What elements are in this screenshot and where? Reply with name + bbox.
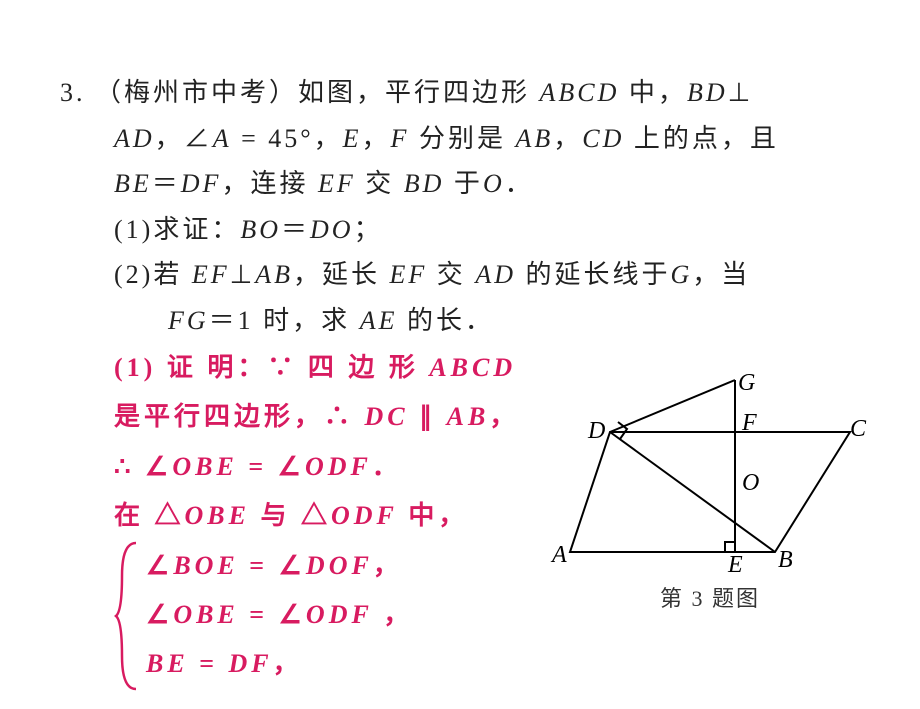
label-O: O: [742, 470, 759, 496]
page-content: 3. （梅州市中考）如图，平行四边形 ABCD 中，BD⊥ AD，∠A = 45…: [0, 0, 920, 709]
source: （梅州市中考）: [95, 78, 298, 107]
left-brace-icon: [114, 541, 144, 691]
solution-line-4: 在 △OBE 与 △ODF 中，: [60, 491, 550, 540]
problem-line-1: 3. （梅州市中考）如图，平行四边形 ABCD 中，BD⊥: [60, 70, 880, 116]
label-A: A: [550, 542, 567, 568]
bracket-line-3: BE = DF，: [146, 639, 550, 688]
solution-line-3: ∴ ∠OBE = ∠ODF．: [60, 442, 550, 491]
label-G: G: [738, 372, 755, 396]
bracket-line-1: ∠BOE = ∠DOF，: [146, 541, 550, 590]
solution-line-2: 是平行四边形，∴ DC ∥ AB，: [60, 392, 550, 441]
solution-block: (1) 证 明：∵ 四 边 形 ABCD 是平行四边形，∴ DC ∥ AB， ∴…: [60, 343, 550, 689]
problem-line-2: AD，∠A = 45°，E，F 分别是 AB，CD 上的点，且: [60, 116, 880, 162]
label-D: D: [587, 418, 605, 444]
problem-line-3: BE＝DF，连接 EF 交 BD 于O．: [60, 161, 880, 207]
bracket-group: ∠BOE = ∠DOF， ∠OBE = ∠ODF ， BE = DF，: [60, 541, 550, 689]
question-2-line-2: FG＝1 时，求 AE 的长．: [60, 298, 880, 344]
label-C: C: [850, 416, 867, 442]
solution-line-1: (1) 证 明：∵ 四 边 形 ABCD: [60, 343, 550, 392]
label-E: E: [727, 552, 743, 572]
figure-wrap: A B C D E F G O 第 3 题图: [550, 372, 870, 613]
bracket-line-2: ∠OBE = ∠ODF ，: [146, 590, 550, 639]
question-1: (1)求证：BO＝DO；: [60, 207, 880, 253]
label-B: B: [778, 547, 793, 572]
label-F: F: [741, 410, 757, 436]
question-number: 3.: [60, 78, 86, 107]
geometry-figure: A B C D E F G O: [550, 372, 870, 572]
question-2-line-1: (2)若 EF⊥AB，延长 EF 交 AD 的延长线于G，当: [60, 252, 880, 298]
figure-caption: 第 3 题图: [550, 581, 870, 613]
